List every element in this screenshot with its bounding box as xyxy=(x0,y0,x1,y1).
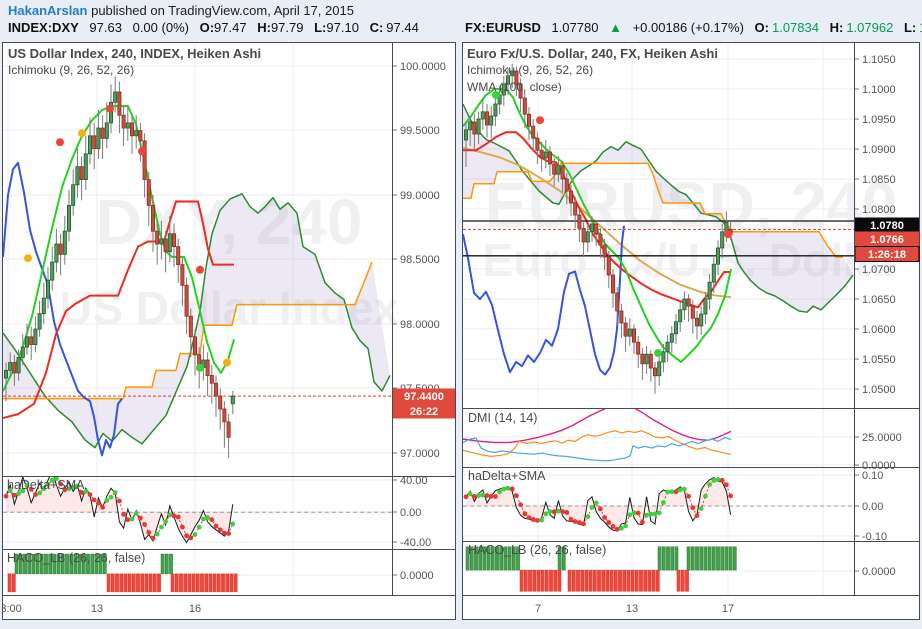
eurusd-low-value: 1.07324 xyxy=(919,20,922,35)
author-link[interactable]: HakanArslan xyxy=(8,3,88,18)
dxy-symbol: INDEX:DXY xyxy=(8,20,79,35)
dxy-open-value: 97.47 xyxy=(214,20,247,35)
dxy-close-label: C: xyxy=(369,20,384,35)
dxy-close: C: 97.44 xyxy=(370,20,419,35)
quote-line-eurusd: FX:EURUSD 1.07780 ▲ +0.00186 (+0.17%) O:… xyxy=(465,20,922,35)
chart-widget-dxy: DXY, 240 US Dollar Index xyxy=(2,42,456,620)
dxy-open: O:97.47 xyxy=(200,20,247,35)
dxy-close-value: 97.44 xyxy=(386,20,419,35)
publish-text: published on TradingView.com, April 17, … xyxy=(87,3,354,18)
dxy-last: 97.63 xyxy=(89,20,122,35)
dxy-high-label: H: xyxy=(257,20,271,35)
publish-banner: HakanArslan published on TradingView.com… xyxy=(8,3,354,18)
chart-widget-eurusd: EURUSD, 240 Euro Fx/U.S. Dollar xyxy=(462,42,920,620)
dxy-low-value: 97.10 xyxy=(326,20,359,35)
watermark-symbol: DXY, 240 xyxy=(95,186,363,258)
eurusd-low-label: L: xyxy=(903,20,917,35)
eurusd-open-value: 1.07834 xyxy=(771,20,819,35)
dxy-low-label: L: xyxy=(314,20,327,35)
eurusd-change: +0.00186 (+0.17%) xyxy=(632,20,744,35)
watermark-name: Euro Fx/U.S. Dollar xyxy=(482,234,900,286)
eurusd-open: O: 1.07834 xyxy=(755,20,819,35)
eurusd-high-value: 1.07962 xyxy=(846,20,894,35)
dxy-change: 0.00 (0%) xyxy=(132,20,189,35)
eurusd-high-label: H: xyxy=(829,20,844,35)
watermark-name: US Dollar Index xyxy=(59,282,399,334)
dxy-high-value: 97.79 xyxy=(270,20,304,35)
up-arrow-icon: ▲ xyxy=(609,20,622,35)
quote-line-dxy: INDEX:DXY 97.63 0.00 (0%) O:97.47 H:97.7… xyxy=(8,20,419,35)
dxy-high: H:97.79 xyxy=(257,20,303,35)
eurusd-low: L:1.07324 xyxy=(904,20,922,35)
eurusd-high: H: 1.07962 xyxy=(830,20,894,35)
eurusd-last: 1.07780 xyxy=(551,20,599,35)
eurusd-symbol: FX:EURUSD xyxy=(465,20,541,35)
watermark-symbol: EURUSD, 240 xyxy=(484,169,898,241)
dxy-low: L:97.10 xyxy=(314,20,359,35)
eurusd-open-label: O: xyxy=(754,20,769,35)
dxy-open-label: O: xyxy=(199,20,215,35)
